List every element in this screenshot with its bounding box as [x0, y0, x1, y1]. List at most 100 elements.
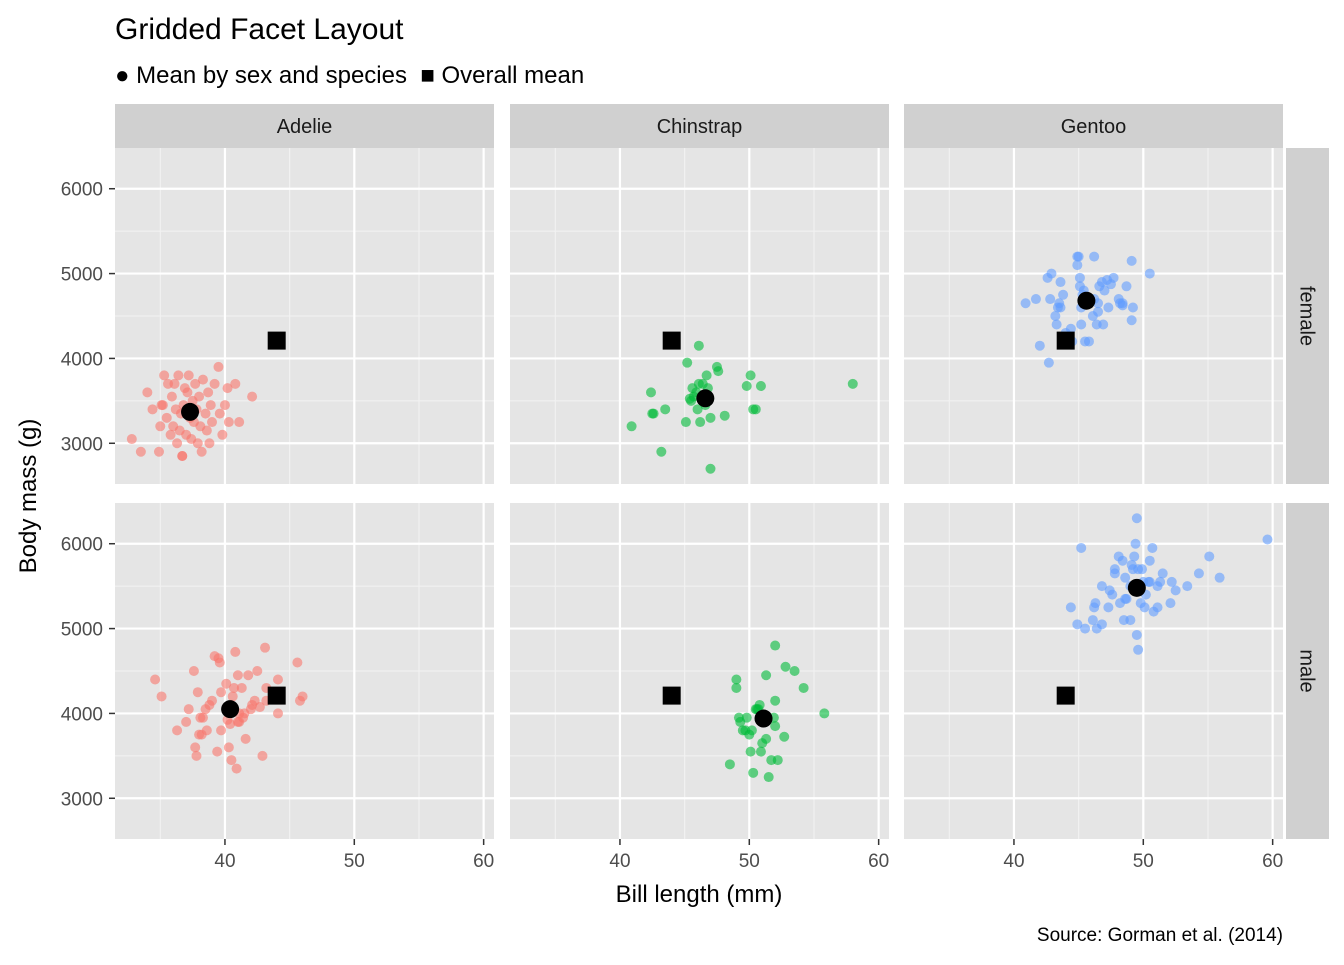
overall-mean-marker: [662, 331, 681, 350]
data-point: [705, 463, 716, 474]
data-point: [214, 657, 225, 668]
data-point: [1096, 581, 1107, 592]
data-point: [272, 708, 283, 719]
x-tick-label: 60: [473, 851, 494, 872]
data-point: [1170, 585, 1181, 596]
data-point: [156, 691, 167, 702]
data-point: [196, 446, 207, 457]
data-point: [190, 378, 201, 389]
data-point: [1130, 538, 1141, 549]
data-point: [194, 391, 205, 402]
x-tick-label: 50: [739, 851, 760, 872]
chart-title: Gridded Facet Layout: [115, 13, 404, 46]
group-mean-point: [1077, 291, 1096, 310]
data-point: [1129, 551, 1140, 562]
y-tick-label: 4000: [61, 349, 103, 370]
data-point: [1133, 644, 1144, 655]
data-point: [234, 417, 245, 428]
data-point: [232, 716, 243, 727]
data-point: [216, 687, 227, 698]
data-point: [1087, 615, 1098, 626]
data-point: [213, 361, 224, 372]
data-point: [1108, 272, 1119, 283]
data-point: [272, 674, 283, 685]
x-tick-label: 60: [1262, 851, 1283, 872]
data-point: [626, 421, 637, 432]
data-point: [1050, 311, 1061, 321]
data-point: [260, 642, 271, 653]
data-point: [1103, 302, 1114, 313]
data-point: [142, 387, 153, 398]
facet-strip-adelie: [115, 104, 494, 148]
group-mean-point: [221, 700, 240, 719]
y-tick-label: 3000: [61, 434, 103, 455]
data-point: [695, 417, 706, 428]
y-tick-label: 5000: [61, 265, 103, 286]
data-point: [191, 750, 202, 761]
group-mean-point: [696, 389, 715, 408]
data-point: [1043, 357, 1054, 368]
y-axis-label: Body mass (g): [15, 419, 42, 574]
data-point: [1125, 615, 1136, 626]
data-point: [1099, 285, 1110, 296]
data-point: [292, 657, 303, 668]
facet-strip-label: female: [1296, 286, 1318, 346]
facet-strip-female: [1286, 148, 1329, 484]
data-point: [236, 682, 247, 693]
data-point: [192, 687, 203, 698]
data-point: [1157, 568, 1168, 579]
data-point: [1080, 623, 1091, 634]
data-point: [1127, 302, 1138, 313]
data-point: [1126, 255, 1137, 266]
facet-strip-label: Chinstrap: [657, 116, 743, 138]
data-point: [182, 387, 193, 398]
data-point: [209, 378, 220, 389]
data-point: [748, 767, 759, 778]
data-point: [230, 378, 241, 389]
y-tick-label: 5000: [61, 620, 103, 641]
data-point: [1166, 576, 1177, 587]
data-point: [197, 374, 208, 385]
data-point: [183, 370, 194, 381]
y-tick-label: 3000: [61, 789, 103, 810]
data-point: [701, 370, 712, 381]
data-point: [219, 400, 230, 411]
data-point: [1126, 315, 1137, 326]
data-point: [1152, 602, 1163, 613]
data-point: [693, 340, 704, 351]
data-point: [240, 733, 251, 744]
data-point: [161, 412, 172, 423]
data-point: [204, 438, 215, 449]
y-tick-label: 6000: [61, 535, 103, 556]
data-point: [230, 646, 241, 657]
data-point: [746, 725, 757, 736]
data-point: [297, 691, 308, 702]
x-tick-label: 40: [1003, 851, 1024, 872]
data-point: [1152, 581, 1163, 592]
data-point: [165, 429, 176, 440]
y-tick-label: 4000: [61, 704, 103, 725]
data-point: [207, 417, 218, 428]
facet-strip-label: Gentoo: [1061, 116, 1127, 138]
data-point: [1117, 555, 1128, 566]
data-point: [1107, 589, 1118, 600]
data-point: [222, 383, 233, 394]
data-point: [1083, 336, 1094, 347]
data-point: [1182, 581, 1193, 592]
data-point: [1120, 572, 1131, 583]
data-point: [1046, 268, 1057, 279]
data-point: [177, 451, 188, 461]
data-point: [1065, 323, 1076, 334]
data-point: [1065, 602, 1076, 613]
facet-strip-label: male: [1296, 649, 1318, 692]
data-point: [1117, 298, 1128, 309]
group-mean-point: [181, 402, 200, 421]
data-point: [166, 391, 177, 402]
data-point: [227, 691, 238, 702]
data-point: [1121, 281, 1132, 292]
data-point: [226, 755, 237, 766]
data-point: [705, 412, 716, 423]
data-point: [254, 702, 265, 713]
